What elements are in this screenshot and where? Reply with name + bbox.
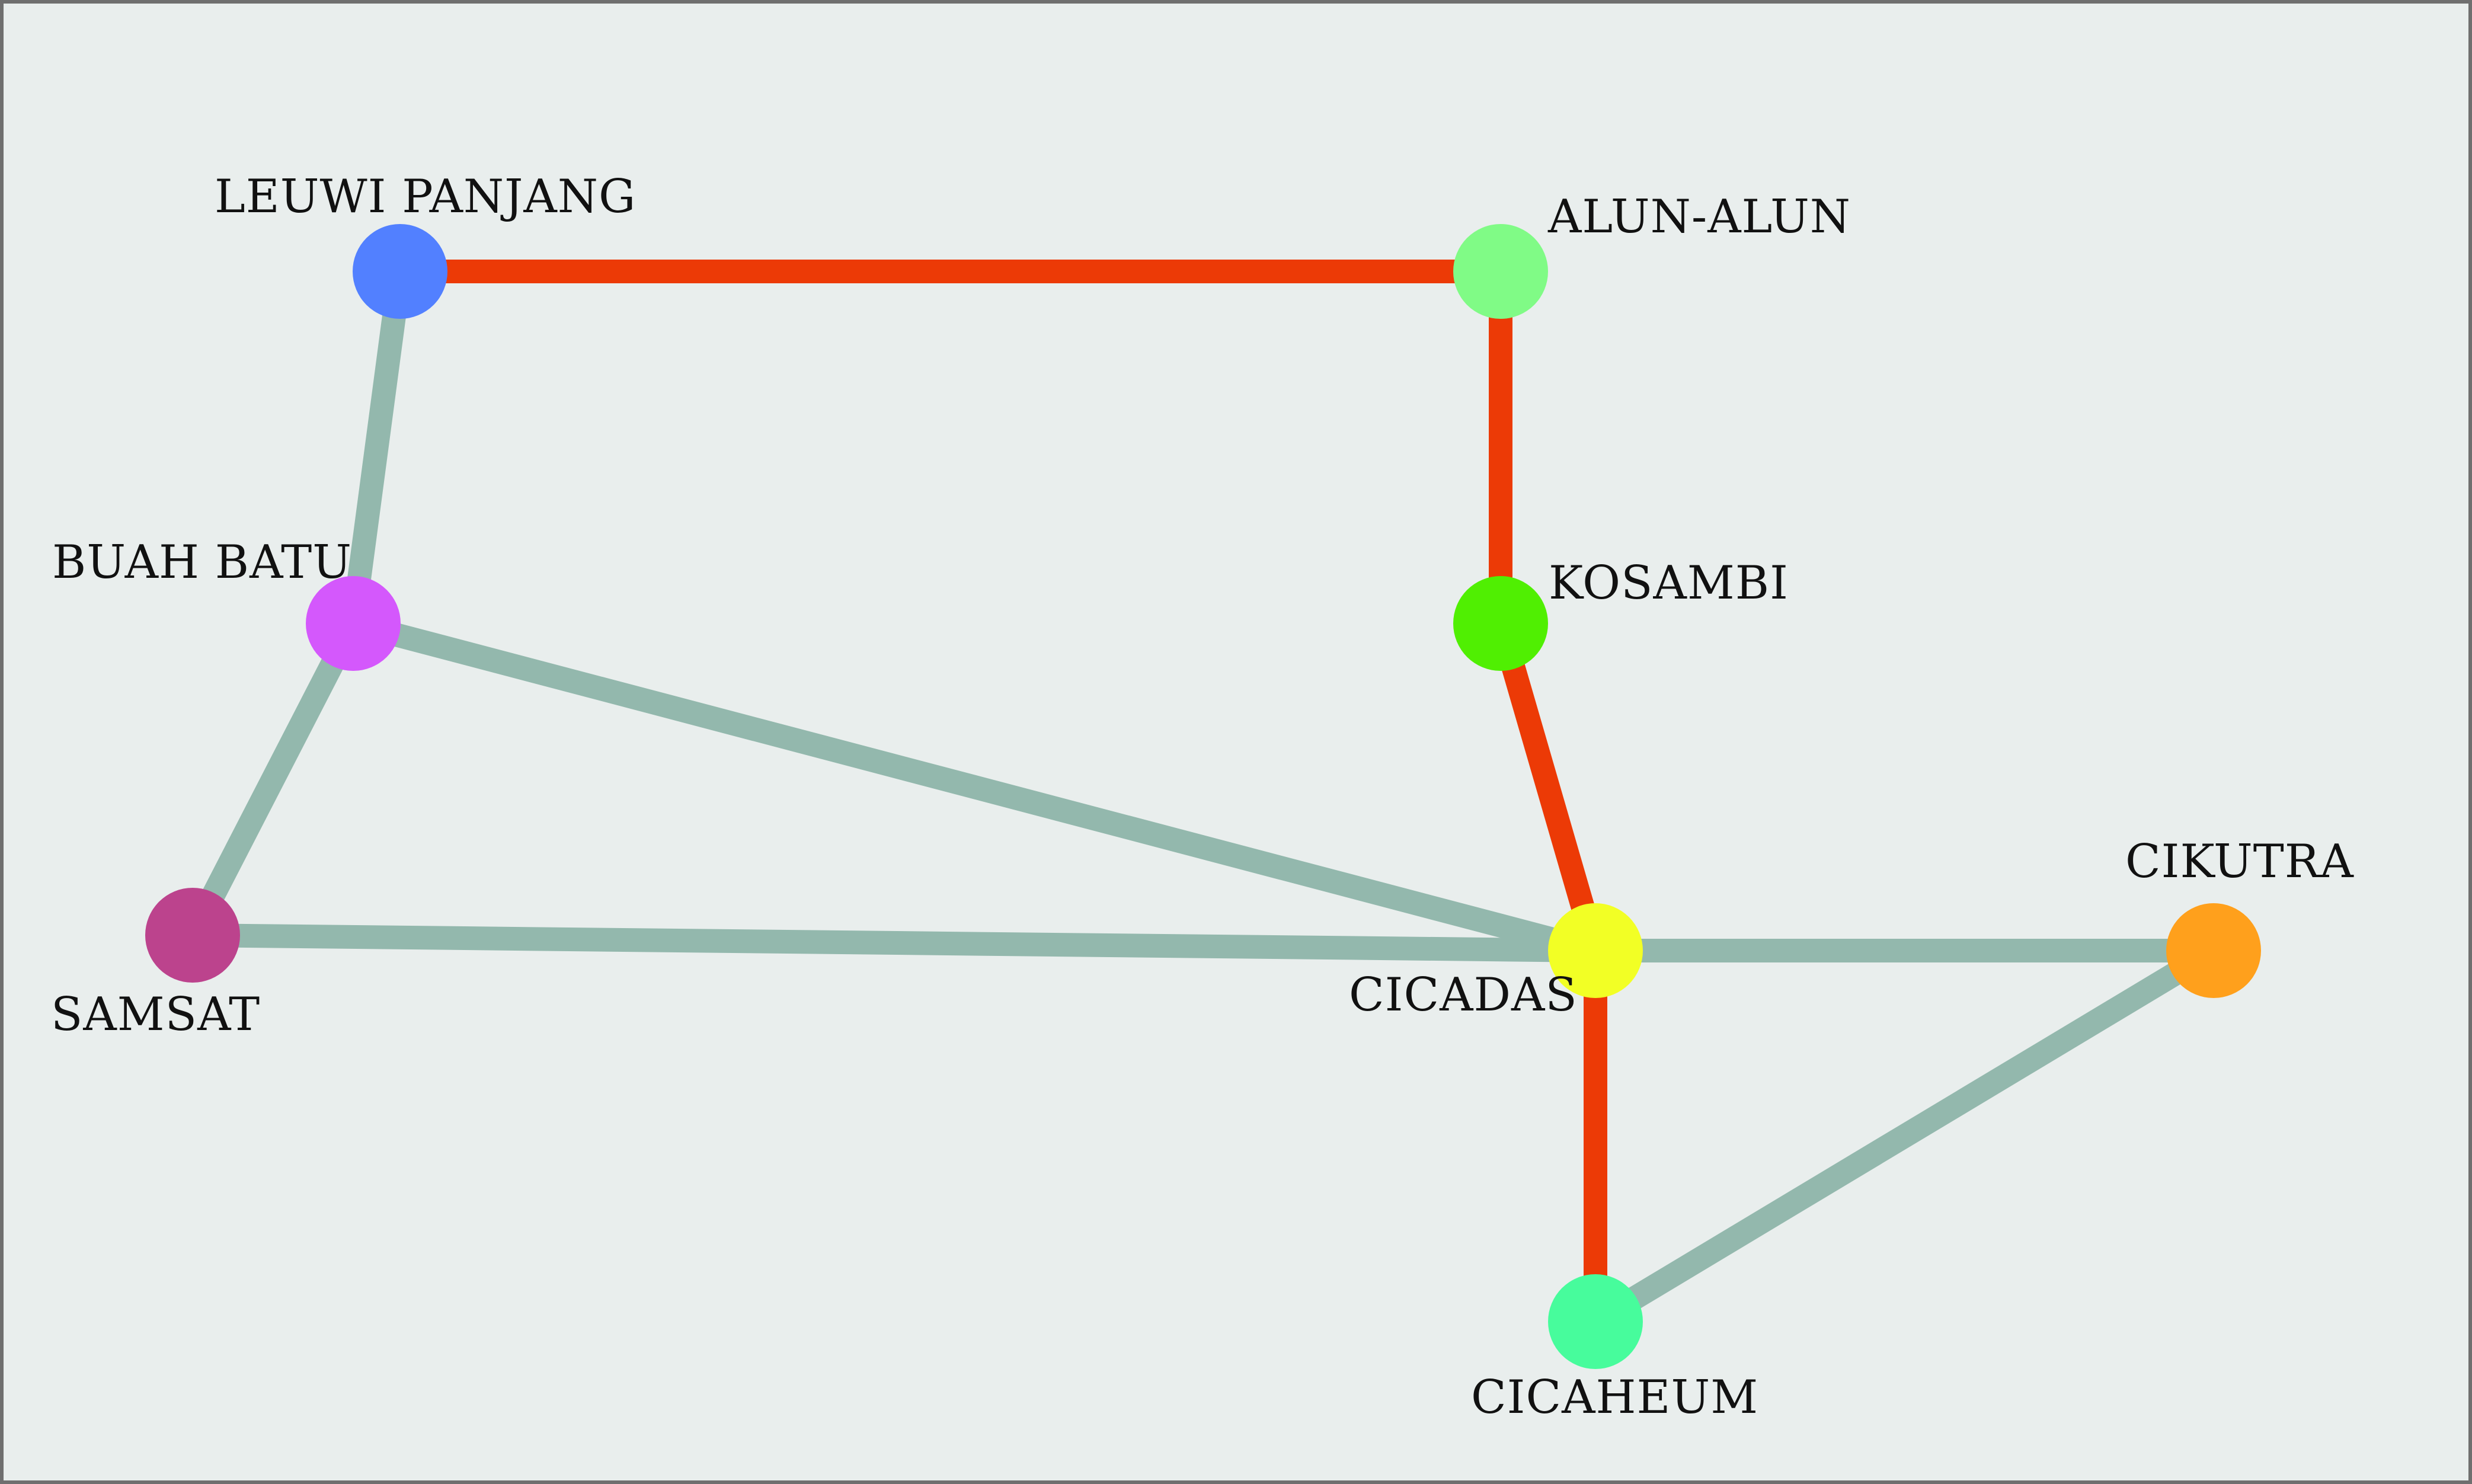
node-cikutra: [2166, 903, 2261, 998]
edge-buah-batu-samsat: [182, 618, 364, 941]
node-label-kosambi: KOSAMBI: [1549, 556, 1789, 610]
nodes-layer: [145, 224, 2261, 1369]
node-label-cikutra: CIKUTRA: [2125, 835, 2354, 888]
edge-samsat-cicadas: [192, 923, 1596, 962]
node-buah-batu: [306, 576, 401, 671]
node-label-cicaheum: CICAHEUM: [1471, 1371, 1758, 1424]
node-label-buah-batu: BUAH BATU: [52, 536, 352, 589]
node-kosambi: [1453, 576, 1548, 671]
node-label-alun-alun: ALUN-ALUN: [1547, 190, 1851, 244]
edges-layer: [182, 260, 2220, 1332]
node-samsat: [145, 888, 240, 983]
node-cicadas: [1548, 903, 1643, 998]
node-alun-alun: [1453, 224, 1548, 319]
edge-leuwi-panjang-buah-batu: [341, 270, 412, 625]
edge-buah-batu-cicadas: [350, 612, 1599, 962]
node-label-leuwi-panjang: LEUWI PANJANG: [215, 170, 636, 223]
node-label-samsat: SAMSAT: [51, 988, 260, 1041]
edge-cikutra-cicaheum: [1589, 940, 2220, 1332]
node-leuwi-panjang: [353, 224, 447, 319]
node-label-cicadas: CICADAS: [1349, 968, 1578, 1022]
labels-layer: LEUWI PANJANG ALUN-ALUN BUAH BATU KOSAMBI SA…: [51, 170, 2354, 1424]
node-cicaheum: [1548, 1274, 1643, 1369]
edge-kosambi-cicadas: [1489, 620, 1607, 954]
